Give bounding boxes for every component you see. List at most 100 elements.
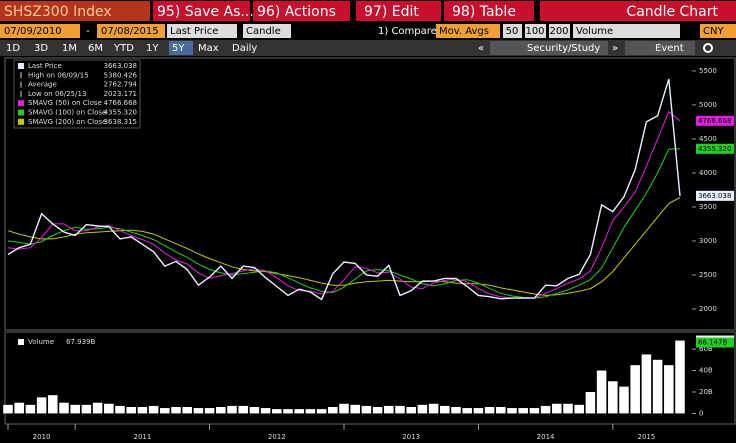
x-tick-label: 2011 — [133, 433, 151, 441]
volume-bar — [372, 406, 383, 414]
period[interactable]: 50 — [506, 26, 519, 37]
lower-study[interactable]: Volume — [576, 26, 613, 37]
compare[interactable]: 1) Compare — [378, 26, 437, 37]
end-date[interactable]: 07/08/2015 — [101, 26, 159, 37]
volume-bar — [484, 406, 495, 414]
legend-label: SMAVG (100) on Close — [28, 109, 106, 117]
chart-title: Candle Chart — [626, 4, 718, 20]
legend-label: Volume — [28, 338, 54, 346]
range-button[interactable]: 3D — [34, 43, 48, 54]
y-tick-label: 60B — [699, 345, 713, 353]
expand[interactable]: » — [612, 43, 618, 54]
legend-swatch — [18, 339, 24, 345]
range-button[interactable]: 1Y — [146, 43, 159, 54]
volume-bar — [630, 365, 640, 414]
x-tick-label: 2015 — [637, 433, 655, 441]
separator: - — [86, 26, 90, 37]
value-flag-label: 3663.038 — [698, 192, 731, 200]
date-field[interactable] — [0, 24, 80, 38]
security[interactable]: SHSZ300 Index — [4, 4, 112, 20]
style[interactable]: Candle — [246, 26, 281, 37]
volume-bar — [406, 406, 416, 414]
lower-select[interactable] — [573, 24, 680, 38]
volume-bar — [249, 406, 260, 414]
range-selected — [169, 41, 193, 55]
period[interactable]: 100 — [525, 26, 544, 37]
button-label[interactable]: 95) Save As... — [157, 4, 254, 20]
period[interactable]: 200 — [549, 26, 568, 37]
volume-bar — [350, 404, 360, 414]
x-tick-label: 2014 — [537, 433, 555, 441]
legend-value: 2762.794 — [104, 81, 138, 89]
volume-bar — [36, 397, 47, 414]
style-select[interactable] — [243, 24, 291, 38]
legend-value: 2023.171 — [104, 90, 137, 98]
value-flag — [696, 143, 734, 154]
volume-bar — [81, 404, 92, 414]
panel[interactable]: Security/Study — [527, 43, 600, 54]
volume-bar — [3, 404, 13, 414]
volume-bar — [585, 391, 596, 414]
period-field[interactable] — [525, 24, 546, 38]
value-flag-label: 4766.668 — [698, 117, 731, 125]
volume-bar — [496, 406, 506, 414]
volume-bar — [428, 403, 439, 414]
volume-bar — [563, 403, 573, 414]
volume-bar — [104, 403, 114, 414]
date-field[interactable] — [97, 24, 165, 38]
button[interactable] — [356, 1, 441, 21]
range-button[interactable]: 5Y — [172, 43, 185, 54]
button-label[interactable]: 96) Actions — [257, 4, 336, 20]
volume-bar — [148, 405, 159, 414]
volume-bar — [160, 408, 170, 414]
y-tick-label: 2000 — [699, 305, 717, 313]
volume-bar — [25, 404, 36, 414]
volume-bar — [115, 405, 125, 414]
button[interactable] — [153, 1, 250, 21]
value-flag-label: 4355.320 — [698, 145, 731, 153]
studies-select[interactable] — [436, 24, 500, 38]
field[interactable]: Last Price — [170, 26, 218, 37]
button[interactable] — [253, 1, 350, 21]
studies[interactable]: Mov. Avgs — [439, 26, 489, 37]
volume-bar — [417, 404, 428, 414]
event[interactable]: Event — [655, 43, 684, 54]
volume-bar — [328, 406, 338, 414]
legend-value: 4766.668 — [104, 99, 137, 107]
legend-label: SMAVG (200) on Close — [28, 118, 106, 126]
legend-label: SMAVG (50) on Close — [28, 99, 102, 107]
button-label[interactable]: 98) Table — [452, 4, 516, 20]
range-button[interactable]: 6M — [88, 43, 103, 54]
legend-value: 5380.426 — [104, 71, 138, 79]
frequency[interactable]: Daily — [232, 43, 257, 54]
event-button[interactable] — [625, 41, 695, 55]
legend-value: 67.939B — [66, 338, 95, 346]
volume-bar — [664, 365, 674, 414]
volume-bar — [473, 408, 484, 414]
range-button[interactable]: 1D — [6, 43, 20, 54]
volume-bar — [137, 406, 148, 414]
volume-bar — [238, 405, 248, 414]
collapse[interactable]: « — [478, 43, 484, 54]
field-select[interactable] — [167, 24, 237, 38]
volume-bar — [48, 395, 58, 414]
range-button[interactable]: Max — [198, 43, 219, 54]
range-button[interactable]: YTD — [113, 43, 134, 54]
start-date[interactable]: 07/09/2010 — [4, 26, 62, 37]
security-box[interactable] — [0, 1, 150, 21]
button[interactable] — [444, 1, 534, 21]
range-button[interactable]: 1M — [62, 43, 77, 54]
y-tick-label: 20B — [699, 388, 713, 396]
period-field[interactable] — [549, 24, 570, 38]
currency-select[interactable] — [700, 24, 736, 38]
y-tick-label: 0 — [699, 409, 703, 417]
settings-icon[interactable] — [703, 43, 713, 53]
currency[interactable]: CNY — [703, 26, 724, 37]
panel-button[interactable] — [490, 41, 608, 55]
volume-bar — [305, 409, 316, 414]
legend-box — [13, 59, 141, 129]
button-label[interactable]: 97) Edit — [364, 4, 419, 20]
period-field[interactable] — [503, 24, 522, 38]
volume-bar — [272, 409, 282, 414]
